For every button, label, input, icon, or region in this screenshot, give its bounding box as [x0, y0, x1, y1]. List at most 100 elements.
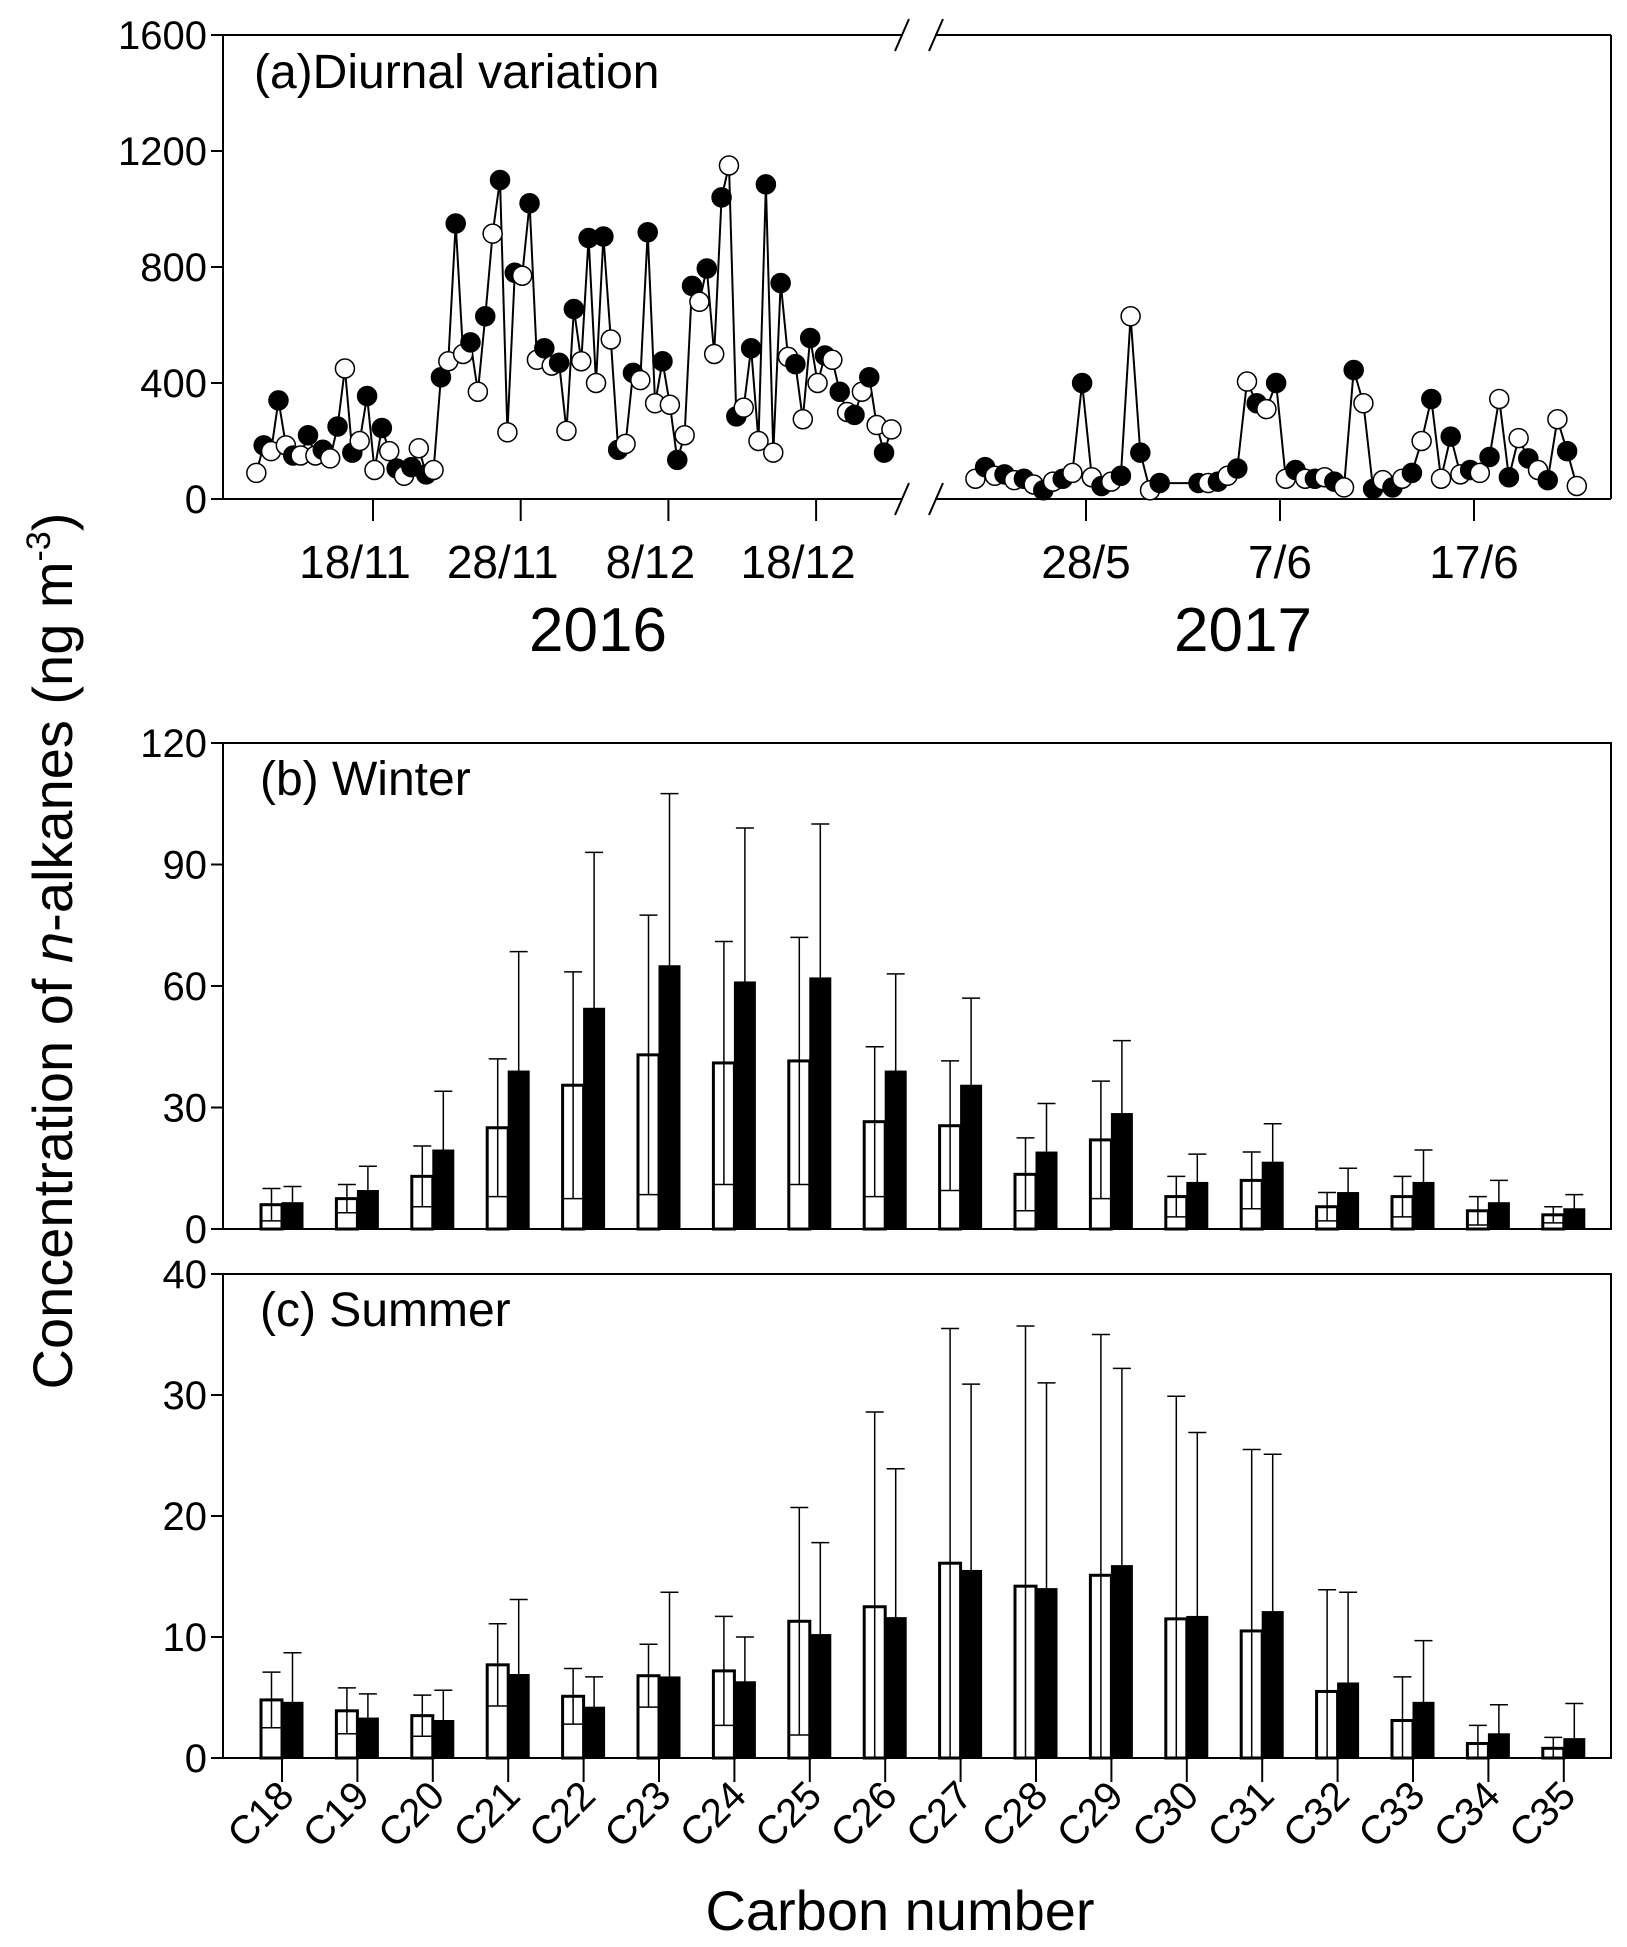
x-tick-label: C21: [446, 1773, 529, 1856]
y-tick-label: 0: [185, 1737, 207, 1781]
data-point-filled: [475, 306, 496, 327]
data-point-open: [659, 394, 681, 415]
data-point-open: [1508, 427, 1529, 449]
bar-filled: [733, 1681, 756, 1759]
data-point-open: [718, 155, 740, 176]
data-point-open: [748, 430, 769, 452]
x-tick-label: C22: [521, 1773, 604, 1856]
bar-filled: [1412, 1181, 1435, 1230]
data-point-open: [246, 462, 267, 484]
bar-filled: [1186, 1615, 1209, 1759]
bar-filled: [432, 1719, 455, 1759]
x-tick-label: 7/6: [1248, 536, 1312, 588]
x-tick-label: C34: [1426, 1773, 1509, 1856]
x-tick-label: 18/12: [741, 536, 856, 588]
x-tick-label: C31: [1200, 1773, 1283, 1856]
data-point-open: [319, 448, 341, 469]
x-tick-label: C33: [1350, 1773, 1433, 1856]
data-point-filled: [829, 381, 850, 402]
data-point-filled: [740, 337, 762, 359]
data-point-open: [674, 424, 695, 446]
x-tick-label: C29: [1049, 1773, 1132, 1856]
data-point-filled: [859, 366, 880, 388]
bar-filled: [1035, 1151, 1058, 1230]
data-point-filled: [1343, 359, 1364, 381]
bar-filled: [1261, 1611, 1284, 1759]
y-tick-label: 60: [163, 965, 208, 1009]
data-point-filled: [770, 272, 791, 294]
y-tick-label: 30: [163, 1087, 208, 1131]
data-point-open: [1333, 477, 1355, 498]
data-point-filled: [652, 351, 673, 372]
bar-filled: [1487, 1733, 1510, 1759]
x-tick-label: C24: [672, 1773, 755, 1856]
data-point-filled: [667, 449, 688, 471]
data-point-open: [600, 329, 622, 350]
data-point-open: [615, 433, 636, 455]
x-axis-title: Carbon number: [705, 1879, 1094, 1942]
data-point-filled: [356, 385, 378, 407]
data-point-open: [571, 351, 592, 372]
x-tick-label: C26: [823, 1773, 906, 1856]
y-tick-label: 1200: [118, 130, 207, 174]
panel-title: (c) Summer: [260, 1284, 511, 1337]
bar-filled: [507, 1070, 530, 1230]
data-point-open: [1488, 388, 1510, 410]
data-point-filled: [1227, 458, 1248, 479]
axis-break-mark: [928, 482, 944, 516]
x-tick-label: C30: [1124, 1773, 1207, 1856]
x-tick-label: 8/12: [606, 536, 696, 588]
data-point-filled: [489, 169, 511, 191]
bar-filled: [583, 1706, 606, 1759]
x-tick-label: C35: [1501, 1773, 1584, 1856]
bar-filled: [1563, 1738, 1586, 1759]
bar-filled: [1337, 1682, 1360, 1759]
bar-filled: [960, 1084, 983, 1230]
panel-a-diurnal-variation: 0 400 800 1200 1600 (a)Diurnal variation 18/11…: [118, 14, 1612, 665]
plot-frame: [222, 742, 1612, 1230]
data-point-filled: [844, 404, 865, 426]
bar-filled: [356, 1717, 379, 1759]
data-point-filled: [1421, 388, 1442, 410]
bar-filled: [1412, 1701, 1435, 1759]
data-point-open: [378, 440, 400, 462]
data-point-open: [1353, 393, 1374, 414]
year-label: 2017: [1174, 596, 1312, 665]
x-tick-label: C25: [747, 1773, 830, 1856]
data-point-filled: [1149, 472, 1170, 494]
data-point-open: [807, 372, 828, 394]
x-tick-label: 18/11: [299, 536, 411, 588]
data-point-filled: [711, 187, 732, 208]
y-axis-title: Concentration of n-alkanes (ng m-3): [20, 513, 84, 1390]
data-point-open: [467, 381, 489, 402]
data-point-filled: [1265, 372, 1287, 394]
data-point-filled: [519, 192, 540, 214]
data-point-open: [1236, 371, 1258, 392]
data-point-open: [881, 419, 902, 440]
bar-filled: [1487, 1202, 1510, 1230]
data-point-filled: [297, 424, 319, 446]
bar-filled: [1186, 1181, 1209, 1230]
data-point-filled: [1071, 372, 1093, 394]
y-tick-label: 20: [163, 1495, 208, 1539]
bar-filled: [658, 965, 681, 1230]
y-tick-label: 0: [185, 1208, 207, 1252]
data-point-open: [556, 420, 577, 442]
data-point-filled: [548, 352, 570, 373]
x-tick-label: C32: [1275, 1773, 1358, 1856]
data-point-filled: [1110, 465, 1132, 487]
data-point-open: [511, 265, 533, 286]
data-point-filled: [1498, 467, 1520, 488]
bar-filled: [1110, 1565, 1133, 1759]
y-tick-label: 30: [163, 1374, 208, 1418]
data-point-filled: [1440, 426, 1461, 447]
bar-filled: [809, 1634, 832, 1759]
data-point-filled: [1479, 446, 1500, 468]
x-tick-label: C19: [295, 1773, 378, 1856]
bar-filled: [960, 1569, 983, 1759]
data-point-filled: [1537, 469, 1558, 491]
data-point-open: [733, 397, 754, 418]
data-point-filled: [873, 442, 895, 463]
data-point-open: [497, 422, 518, 443]
data-point-filled: [445, 213, 466, 234]
